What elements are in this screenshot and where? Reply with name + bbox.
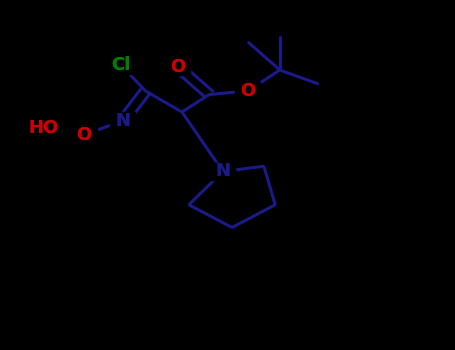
Bar (111, 112, 136, 130)
Text: O: O (76, 126, 92, 144)
Text: Cl: Cl (111, 56, 130, 74)
Text: O: O (76, 126, 92, 144)
Text: O: O (240, 82, 256, 100)
Bar (210, 163, 236, 180)
Text: N: N (216, 162, 230, 181)
Text: HO: HO (28, 119, 58, 137)
Text: O: O (240, 82, 256, 100)
Bar (165, 58, 190, 75)
Text: N: N (116, 112, 130, 130)
Bar (236, 82, 261, 100)
Text: O: O (170, 57, 185, 76)
Text: Cl: Cl (111, 56, 130, 74)
Bar (101, 56, 140, 74)
Bar (72, 126, 96, 144)
Text: N: N (216, 162, 230, 181)
Text: N: N (116, 112, 130, 130)
Text: HO: HO (28, 119, 58, 137)
Text: O: O (170, 57, 185, 76)
